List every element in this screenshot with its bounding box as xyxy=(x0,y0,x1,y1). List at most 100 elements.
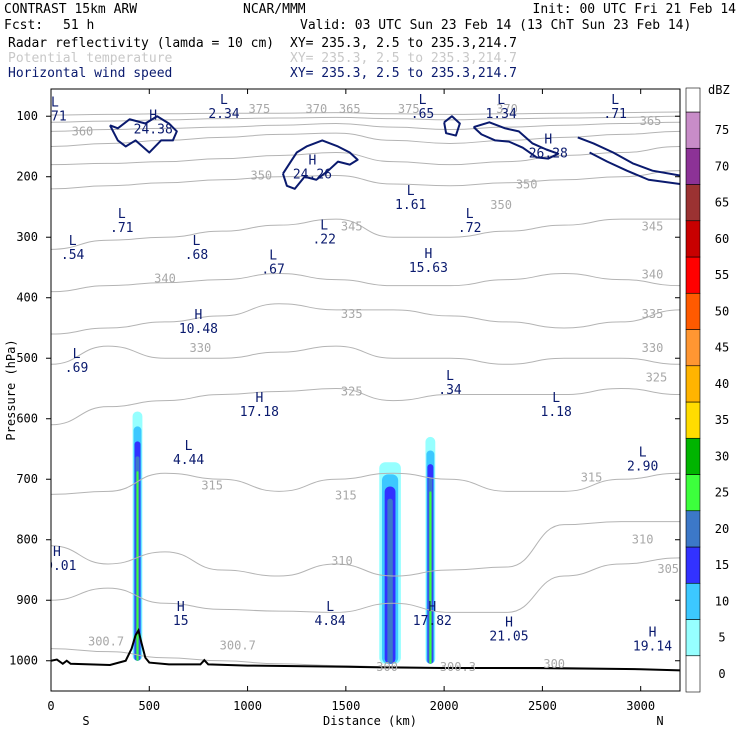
isentrope-label-1: 375 xyxy=(249,102,271,116)
wind-extremum-value: 4.84 xyxy=(314,614,345,629)
wind-extremum-kind: L xyxy=(193,234,201,249)
wind-extremum-kind: L xyxy=(118,207,126,222)
wind-extremum-kind: L xyxy=(69,234,77,249)
isentrope-label-15: 335 xyxy=(642,307,664,321)
isentrope-label-0: 360 xyxy=(72,124,94,138)
reflectivity-cell-2-25 xyxy=(429,491,432,664)
y-axis: 100 200 300 400 500 600 700 800 900 1000 xyxy=(9,109,680,668)
isentrope-label-layer: 360 375 370 365 375 370 365 350 350 350 345 345 340 3… xyxy=(72,102,679,674)
y-tick-label-300: 300 xyxy=(16,230,38,244)
wind-extremum-6: L.71 xyxy=(603,93,626,122)
wind-extremum-27: H21.05 xyxy=(489,615,528,644)
isentrope-365 xyxy=(51,121,680,132)
colorbar-label-0: 0 xyxy=(718,667,725,681)
wind-extremum-16: H10.48 xyxy=(179,308,218,337)
wind-contour-20-4 xyxy=(577,136,680,177)
isentrope-label-7: 350 xyxy=(250,169,272,183)
endpoint-left: S xyxy=(82,714,89,728)
x-tick-label-2000: 2000 xyxy=(430,699,459,713)
wind-extremum-value: 24.26 xyxy=(293,168,332,183)
isentrope-label-23: 310 xyxy=(331,554,353,568)
colorbar-swatch-20 xyxy=(685,510,701,548)
colorbar-swatch-65 xyxy=(685,184,701,222)
field-xy-theta: XY= 235.3, 2.5 to 235.3,214.7 xyxy=(290,51,517,66)
isentrope-label-20: 315 xyxy=(201,478,223,492)
wind-extremum-17: L.69 xyxy=(65,347,88,376)
wind-extremum-19: H17.18 xyxy=(240,391,279,420)
isentrope-label-14: 335 xyxy=(341,307,363,321)
wind-extremum-kind: L xyxy=(326,600,334,615)
wind-extremum-10: L.72 xyxy=(458,207,481,236)
colorbar-swatch-15 xyxy=(685,546,701,584)
colorbar-swatch-40 xyxy=(685,365,701,403)
isentrope-label-10: 345 xyxy=(341,219,363,233)
wind-extremum-value: .71 xyxy=(603,107,626,122)
wind-extremum-kind: L xyxy=(446,369,454,384)
wind-extremum-value: 1.61 xyxy=(395,198,426,213)
terrain-line xyxy=(51,627,680,672)
colorbar-swatch-25 xyxy=(685,474,701,512)
isentrope-label-13: 340 xyxy=(642,268,664,282)
wind-extremum-26: H17.82 xyxy=(413,600,452,629)
wind-extremum-value: 24.38 xyxy=(134,122,173,137)
wind-extremum-value: 10.48 xyxy=(179,322,218,337)
isentrope-label-8: 350 xyxy=(490,198,512,212)
y-tick-label-400: 400 xyxy=(16,291,38,305)
valid-time: Valid: 03 UTC Sun 23 Feb 14 (13 ChT Sun … xyxy=(300,18,691,33)
wind-extremum-kind: H xyxy=(149,108,157,123)
wind-extremum-kind: H xyxy=(428,600,436,615)
wind-extremum-value: .71 xyxy=(110,221,133,236)
wind-extremum-value: 1.18 xyxy=(541,405,572,420)
x-tick-label-1000: 1000 xyxy=(233,699,262,713)
x-tick-label-500: 500 xyxy=(138,699,160,713)
wind-extremum-kind: L xyxy=(220,93,228,108)
wind-extremum-value: 26.28 xyxy=(529,146,568,161)
y-tick-label-700: 700 xyxy=(16,472,38,486)
plot-frame xyxy=(50,88,681,692)
colorbar-swatch-30 xyxy=(685,437,701,475)
wind-contour-20-1 xyxy=(281,139,359,190)
wind-extremum-7: H26.28 xyxy=(529,132,568,161)
colorbar-swatch-0 xyxy=(685,655,701,693)
colorbar: dBZ 0 5 10 15 20 25 30 35 40 45 50 55 60 65 70 75 xyxy=(685,83,730,693)
wind-extremum-kind: H xyxy=(424,247,432,262)
isentrope-355 xyxy=(51,145,680,166)
plot-background xyxy=(51,89,680,691)
wind-contour-20-0 xyxy=(109,115,178,154)
plot-area: 360 375 370 365 375 370 365 350 350 350 345 345 340 3… xyxy=(51,89,680,691)
isentrope-label-22: 315 xyxy=(581,470,603,484)
isentrope-345 xyxy=(51,218,680,250)
wind-extremum-value: 2.90 xyxy=(627,459,658,474)
isentrope-370 xyxy=(51,115,680,123)
wind-extremum-12: L.54 xyxy=(61,234,85,263)
wind-extremum-value: 17.18 xyxy=(240,405,279,420)
field-name-theta: Potential temperature xyxy=(8,51,173,66)
wind-extremum-15: H15.63 xyxy=(409,247,448,276)
y-tick-label-200: 200 xyxy=(16,170,38,184)
y-tick-label-900: 900 xyxy=(16,593,38,607)
forecast-hours: 51 h xyxy=(63,18,94,33)
isentrope-label-17: 330 xyxy=(642,341,664,355)
colorbar-label-25: 25 xyxy=(715,486,729,500)
isentrope-layer xyxy=(51,111,680,671)
wind-extremum-kind: L xyxy=(51,96,59,111)
wind-extremum-kind: L xyxy=(611,93,619,108)
isentrope-label-27: 300.7 xyxy=(220,639,256,653)
colorbar-swatch-50 xyxy=(685,292,701,330)
wind-extremum-0: L.71 xyxy=(51,96,67,125)
wind-extremum-value: 19.14 xyxy=(633,640,672,655)
colorbar-swatch-45 xyxy=(685,329,701,367)
colorbar-label-5: 5 xyxy=(718,631,725,645)
wind-extremum-1: H24.38 xyxy=(134,108,173,137)
x-tick-label-2500: 2500 xyxy=(528,699,557,713)
y-tick-label-500: 500 xyxy=(16,351,38,365)
terrain-layer xyxy=(51,627,680,672)
wind-extrema-layer: L.71 H24.38L2.34H24.26L.65L1.34L.71H26.28… xyxy=(51,93,672,655)
colorbar-label-20: 20 xyxy=(715,522,729,536)
isentrope-label-5: 370 xyxy=(496,102,518,116)
wind-extremum-kind: L xyxy=(320,218,328,233)
x-tick-label-1500: 1500 xyxy=(331,699,360,713)
wind-extremum-value: 2.34 xyxy=(208,107,239,122)
wind-extremum-kind: L xyxy=(639,445,647,460)
wind-contour-layer xyxy=(109,115,680,190)
